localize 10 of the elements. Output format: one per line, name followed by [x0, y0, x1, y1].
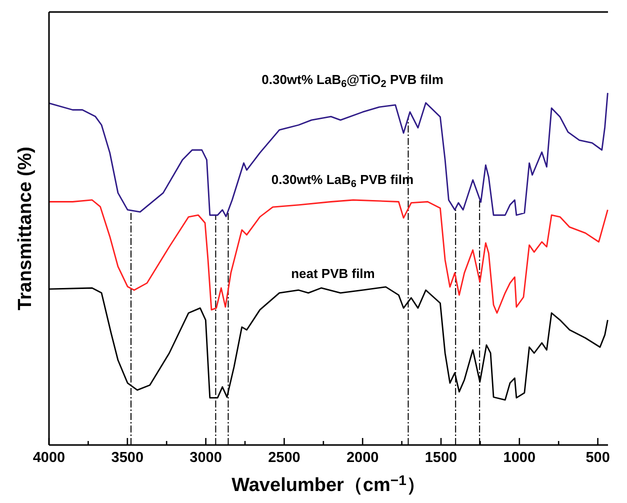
x-tick-label: 3000 — [190, 450, 222, 466]
x-tick-label: 1000 — [503, 450, 536, 466]
x-tick-label: 2500 — [268, 450, 300, 466]
x-tick-label: 500 — [586, 450, 610, 466]
x-tick-label: 3500 — [111, 450, 144, 466]
x-tick-label: 4000 — [32, 450, 66, 466]
x-tick-label: 1500 — [424, 450, 458, 466]
x-axis-title: Wavelumber（cm$^{−1}$） — [232, 472, 426, 496]
y-axis-title: Transmittance (%) — [15, 146, 36, 310]
x-tick-label: 2000 — [346, 450, 379, 466]
